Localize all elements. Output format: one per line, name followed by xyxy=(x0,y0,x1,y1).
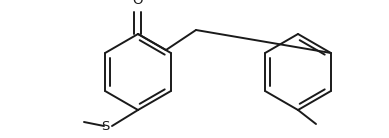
Text: S: S xyxy=(102,120,110,132)
Text: O: O xyxy=(133,0,143,7)
